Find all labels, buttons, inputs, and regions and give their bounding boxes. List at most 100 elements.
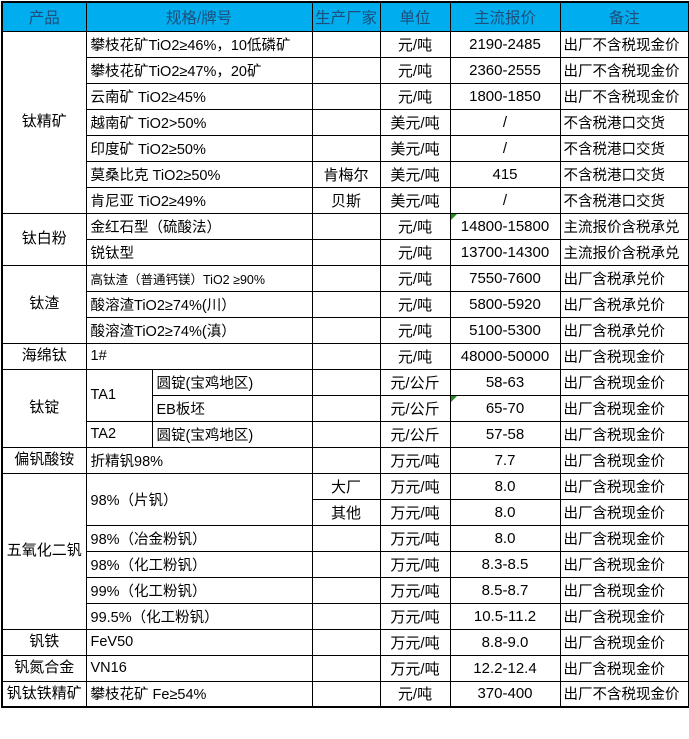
cell-note: 出厂含税现金价 (559, 446, 689, 474)
cell-text: 65-70 (485, 399, 525, 417)
cell-text: 万元/吨 (390, 452, 440, 470)
cell-price: 8.0 (449, 498, 561, 526)
table-row: 酸溶渣TiO2≥74%(滇） 元/吨 5100-5300 出厂含税承兑价 (2, 316, 689, 344)
cell-text: 1# (90, 348, 107, 364)
cell-text: 攀枝花矿TiO2≥47%，20矿 (90, 63, 262, 80)
cell-price: 65-70 (449, 394, 561, 422)
cell-text: 48000-50000 (460, 347, 550, 365)
cell-maker (311, 264, 381, 292)
cell-unit: 万元/吨 (379, 498, 451, 526)
cell-note: 不含税港口交货 (559, 186, 689, 214)
cell-note: 出厂含税承兑价 (559, 290, 689, 318)
cell-text: 出厂含税现金价 (563, 401, 666, 418)
cell-text: 出厂不含税现金价 (563, 63, 680, 80)
cell-unit: 美元/吨 (379, 108, 451, 136)
cell-unit: 元/吨 (379, 82, 451, 110)
column-header-note: 备注 (559, 1, 689, 32)
cell-maker (311, 394, 381, 422)
cell-text: 出厂含税现金价 (563, 479, 666, 496)
cell-text: 2360-2555 (469, 61, 541, 79)
cell-maker (311, 108, 381, 136)
cell-product: 钛渣 (1, 264, 87, 344)
cell-text: 出厂含税现金价 (563, 609, 666, 626)
column-header-spec: 规格/牌号 (85, 1, 313, 32)
cell-text: 肯梅尔 (323, 166, 369, 184)
table-row: 印度矿 TiO2≥50% 美元/吨 / 不含税港口交货 (2, 134, 689, 162)
cell-note: 出厂不含税现金价 (559, 56, 689, 84)
cell-text: 钛精矿 (21, 113, 67, 131)
cell-note: 出厂不含税现金价 (559, 82, 689, 110)
cell-unit: 元/吨 (379, 212, 451, 240)
cell-text: 出厂含税承兑价 (563, 297, 666, 314)
cell-spec: 折精钒98% (85, 446, 313, 474)
column-header-price: 主流报价 (449, 1, 561, 32)
cell-text: 元/吨 (397, 62, 433, 80)
cell-unit: 元/公斤 (379, 420, 451, 448)
cell-unit: 元/吨 (379, 290, 451, 318)
cell-specA: TA2 (85, 420, 153, 448)
cell-note: 不含税港口交货 (559, 160, 689, 188)
cell-text: 万元/吨 (390, 608, 440, 626)
cell-text: 万元/吨 (390, 582, 440, 600)
table-body: 钛精矿 攀枝花矿TiO2≥46%，10低磷矿 元/吨 2190-2485 出厂不含税现金… (1, 30, 689, 708)
cell-text: 元/吨 (397, 348, 433, 366)
cell-maker (311, 290, 381, 318)
table-header: 产品 规格/牌号 生产厂家 单位 主流报价 备注 (1, 1, 689, 32)
cell-text: 出厂含税现金价 (563, 375, 666, 392)
cell-text: 海绵钛 (21, 347, 67, 365)
table-row: 98%（冶金粉钒） 万元/吨 8.0 出厂含税现金价 (2, 524, 689, 552)
cell-text: 越南矿 TiO2>50% (90, 115, 207, 132)
cell-product: 钛白粉 (1, 212, 87, 266)
cell-unit: 元/吨 (379, 680, 451, 708)
cell-unit: 元/公斤 (379, 394, 451, 422)
cell-text: 8.5-8.7 (481, 581, 529, 599)
cell-note: 出厂含税现金价 (559, 550, 689, 578)
cell-note: 主流报价含税承兑 (559, 238, 689, 266)
cell-text: 印度矿 TiO2≥50% (90, 141, 206, 158)
cell-spec: 高钛渣（普通钙镁）TiO2 ≥90% (85, 264, 313, 292)
table-row: 99.5%（化工粉钒） 万元/吨 10.5-11.2 出厂含税现金价 (2, 602, 689, 630)
cell-price: 10.5-11.2 (449, 602, 561, 630)
cell-text: 万元/吨 (390, 478, 440, 496)
cell-product: 钒铁 (1, 628, 87, 656)
table-row: 钛锭 TA1 圆锭(宝鸡地区) 元/公斤 58-63 出厂含税现金价 (1, 368, 689, 448)
cell-spec: 莫桑比克 TiO2≥50% (85, 160, 313, 188)
cell-price: 8.5-8.7 (449, 576, 561, 604)
cell-text: 圆锭(宝鸡地区) (156, 427, 254, 444)
cell-text: 折精钒98% (90, 453, 164, 470)
cell-text: 出厂含税现金价 (563, 635, 666, 652)
cell-unit: 元/吨 (379, 56, 451, 84)
cell-text: 酸溶渣TiO2≥74%(川） (90, 297, 236, 314)
table-row: 钒铁 FeV50 万元/吨 8.8-9.0 出厂含税现金价 (1, 628, 689, 656)
cell-text: 58-63 (485, 373, 525, 391)
cell-text: 钒氮合金 (14, 659, 75, 677)
cell-text: 钛渣 (29, 295, 60, 313)
table-row: 98%（化工粉钒） 万元/吨 8.3-8.5 出厂含税现金价 (2, 550, 689, 578)
cell-unit: 万元/吨 (379, 576, 451, 604)
cell-text: TA1 (90, 387, 117, 403)
cell-maker: 其他 (311, 498, 381, 526)
cell-product: 海绵钛 (1, 342, 87, 370)
cell-text: 出厂含税现金价 (563, 557, 666, 574)
cell-spec: 酸溶渣TiO2≥74%(滇） (85, 316, 313, 344)
cell-text: 万元/吨 (390, 634, 440, 652)
cell-maker (311, 680, 381, 708)
cell-price: / (449, 108, 561, 136)
cell-note: 出厂含税现金价 (559, 342, 689, 370)
cell-maker: 大厂 (311, 472, 381, 500)
table-row: 钛渣 高钛渣（普通钙镁）TiO2 ≥90% 元/吨 7550-7600 出厂含税承兑价 (1, 264, 689, 344)
cell-spec: 肯尼亚 TiO2≥49% (85, 186, 313, 214)
cell-text: 不含税港口交货 (563, 167, 666, 184)
cell-text: 元/吨 (397, 244, 433, 262)
cell-text: 8.3-8.5 (481, 555, 529, 573)
cell-maker (311, 82, 381, 110)
cell-maker (311, 446, 381, 474)
cell-maker: 贝斯 (311, 186, 381, 214)
cell-price: 1800-1850 (449, 82, 561, 110)
cell-price: 2360-2555 (449, 56, 561, 84)
cell-note: 不含税港口交货 (559, 108, 689, 136)
cell-note: 出厂含税现金价 (559, 368, 689, 396)
cell-text: 98%（冶金粉钒） (90, 531, 207, 548)
cell-spec: 攀枝花矿TiO2≥47%，20矿 (85, 56, 313, 84)
cell-text: 出厂不含税现金价 (563, 89, 680, 106)
